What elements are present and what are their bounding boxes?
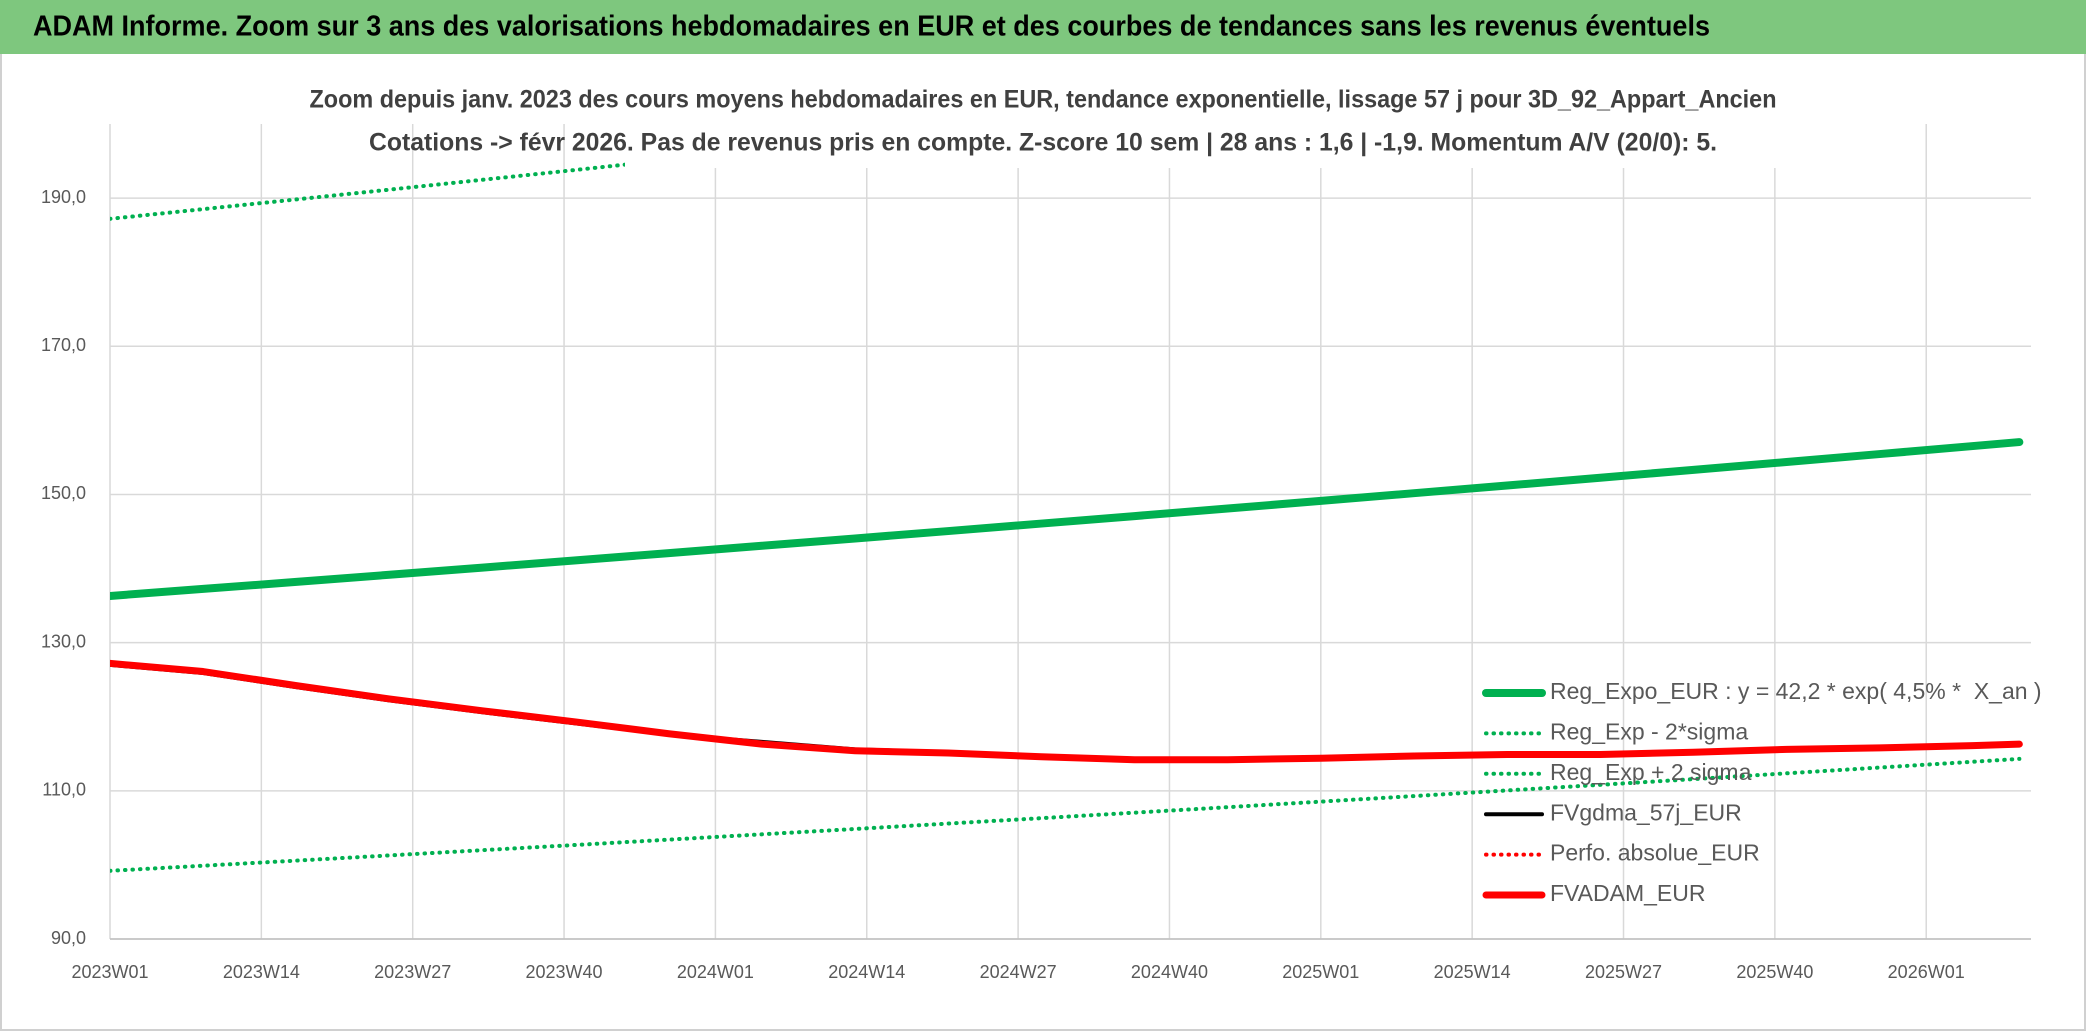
y-tick-label: 130,0 — [41, 631, 86, 651]
title-backdrop — [625, 80, 1783, 168]
legend-label: FVADAM_EUR — [1550, 880, 1706, 906]
plot-area: 90,0 110,0 130,0 150,0 170,0 190,0 2023W01 2023… — [41, 124, 2031, 982]
x-tick-label: 2023W01 — [71, 962, 148, 982]
x-tick-label: 2024W01 — [677, 962, 754, 982]
x-tick-label: 2024W40 — [1131, 962, 1208, 982]
x-tick-label: 2025W14 — [1434, 962, 1511, 982]
series-line — [110, 438, 2024, 600]
series-line — [110, 659, 2023, 764]
y-tick-label: 90,0 — [51, 928, 86, 948]
legend-label: Perfo. absolue_EUR — [1550, 840, 1760, 866]
legend-label: FVgdma_57j_EUR — [1550, 799, 1742, 825]
y-tick-label: 110,0 — [42, 780, 86, 800]
legend: Reg_Expo_EUR : y = 42,2 * exp( 4,5% * X_… — [1482, 678, 2042, 906]
x-tick-label: 2023W40 — [526, 962, 603, 982]
legend-label: Reg_Expo_EUR : y = 42,2 * exp( 4,5% * X_… — [1550, 678, 2042, 704]
x-tick-label: 2023W14 — [223, 962, 300, 982]
chart-subtitle: Cotations -> févr 2026. Pas de revenus p… — [369, 129, 1717, 157]
x-tick-label: 2025W01 — [1282, 962, 1359, 982]
x-tick-label: 2025W27 — [1585, 962, 1662, 982]
chart-title: Zoom depuis janv. 2023 des cours moyens … — [310, 86, 1777, 114]
x-tick-label: 2024W27 — [980, 962, 1057, 982]
x-tick-label: 2023W27 — [374, 962, 451, 982]
x-tick-label: 2026W01 — [1888, 962, 1965, 982]
header-bar — [0, 0, 2086, 54]
x-tick-label: 2025W40 — [1736, 962, 1813, 982]
legend-label: Reg_Exp + 2 sigma — [1550, 759, 1752, 785]
legend-label: Reg_Exp - 2*sigma — [1550, 718, 1748, 744]
y-tick-label: 190,0 — [41, 187, 86, 207]
y-tick-label: 170,0 — [41, 335, 86, 355]
y-tick-label: 150,0 — [41, 483, 86, 503]
header-title: ADAM Informe. Zoom sur 3 ans des valoris… — [33, 11, 1710, 43]
x-tick-label: 2024W14 — [828, 962, 905, 982]
